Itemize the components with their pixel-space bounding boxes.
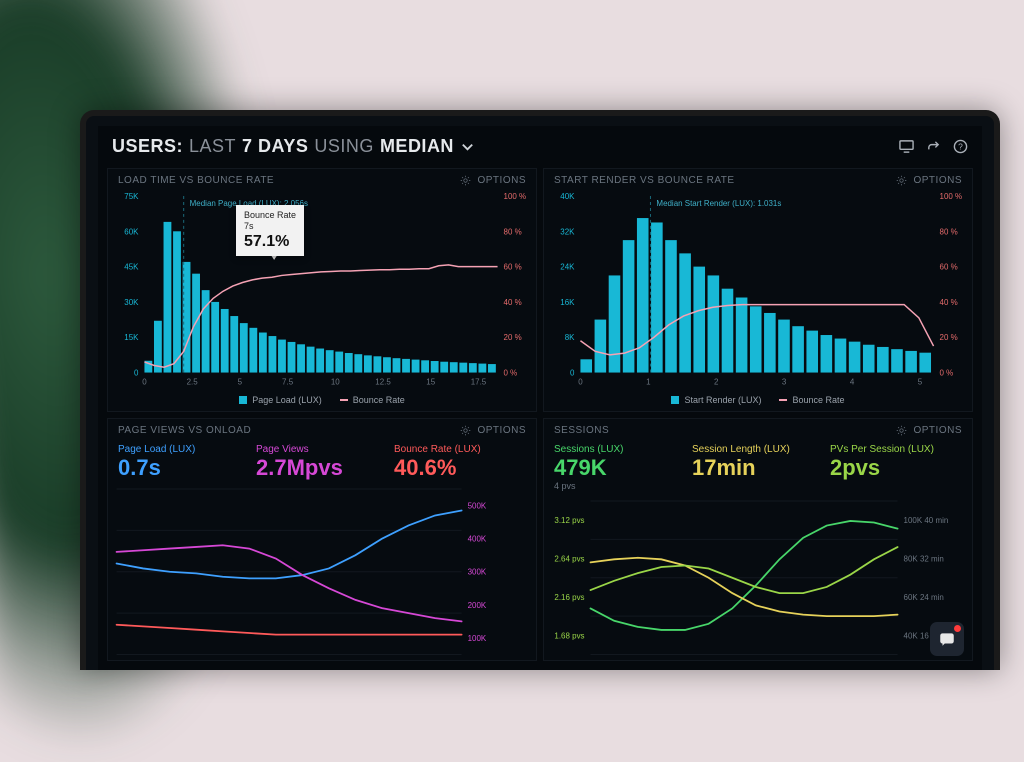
svg-text:400K: 400K <box>468 534 487 543</box>
svg-text:0: 0 <box>134 369 139 378</box>
metric: Sessions (LUX)479K4 pvs <box>554 444 686 491</box>
metric: Session Length (LUX)17min <box>692 444 824 491</box>
svg-text:40K: 40K <box>560 192 575 201</box>
title-prefix: USERS: <box>112 136 183 157</box>
title-word-using: USING <box>314 136 374 157</box>
svg-text:15K: 15K <box>124 333 139 342</box>
svg-text:45K: 45K <box>124 263 139 272</box>
svg-text:40 %: 40 % <box>504 298 522 307</box>
options-button[interactable]: OPTIONS <box>460 425 526 436</box>
chart-legend: Start Render (LUX) Bounce Rate <box>544 391 972 411</box>
svg-text:4: 4 <box>850 378 855 387</box>
svg-text:20 %: 20 % <box>504 333 522 342</box>
svg-text:15: 15 <box>426 378 435 387</box>
svg-text:80K 32 min: 80K 32 min <box>904 554 944 563</box>
svg-text:100 %: 100 % <box>504 192 527 201</box>
legend-item: Bounce Rate <box>340 395 405 405</box>
top-icon-group: ? <box>899 139 968 154</box>
svg-text:8K: 8K <box>565 333 575 342</box>
panel-start-render: START RENDER VS BOUNCE RATE OPTIONS 40K 3… <box>543 168 973 412</box>
svg-text:32K: 32K <box>560 227 575 236</box>
top-bar: USERS: LAST 7 DAYS USING MEDIAN ? <box>98 126 982 165</box>
svg-text:?: ? <box>958 141 963 151</box>
panel-title: PAGE VIEWS VS ONLOAD <box>118 425 251 436</box>
svg-text:60 %: 60 % <box>940 263 958 272</box>
svg-text:0: 0 <box>578 378 583 387</box>
svg-text:300K: 300K <box>468 567 487 576</box>
svg-text:0: 0 <box>570 369 575 378</box>
svg-text:60K: 60K <box>124 227 139 236</box>
svg-text:3: 3 <box>782 378 787 387</box>
svg-text:17.5: 17.5 <box>471 378 487 387</box>
svg-text:30K: 30K <box>124 298 139 307</box>
svg-text:100K 40 min: 100K 40 min <box>904 516 949 525</box>
svg-text:7.5: 7.5 <box>282 378 294 387</box>
help-icon[interactable]: ? <box>953 139 968 154</box>
svg-text:20 %: 20 % <box>940 333 958 342</box>
svg-text:75K: 75K <box>124 192 139 201</box>
svg-text:5: 5 <box>918 378 923 387</box>
panel-title: LOAD TIME VS BOUNCE RATE <box>118 175 274 186</box>
svg-text:2.64 pvs: 2.64 pvs <box>554 554 584 563</box>
svg-text:0 %: 0 % <box>504 369 518 378</box>
svg-text:0: 0 <box>142 378 147 387</box>
svg-text:2.5: 2.5 <box>187 378 199 387</box>
svg-text:1.68 pvs: 1.68 pvs <box>554 631 584 640</box>
svg-text:200K: 200K <box>468 600 487 609</box>
display-icon[interactable] <box>899 139 914 154</box>
svg-text:60K 24 min: 60K 24 min <box>904 592 944 601</box>
svg-text:12.5: 12.5 <box>375 378 391 387</box>
title-range: 7 DAYS <box>242 136 308 157</box>
panel-page-views: PAGE VIEWS VS ONLOAD OPTIONS Page Load (… <box>107 418 537 662</box>
svg-text:5: 5 <box>238 378 243 387</box>
panel-title: START RENDER VS BOUNCE RATE <box>554 175 735 186</box>
share-icon[interactable] <box>926 139 941 154</box>
svg-text:0 %: 0 % <box>940 369 954 378</box>
options-button[interactable]: OPTIONS <box>896 425 962 436</box>
options-button[interactable]: OPTIONS <box>896 175 962 186</box>
svg-text:80 %: 80 % <box>504 227 522 236</box>
svg-text:2.16 pvs: 2.16 pvs <box>554 592 584 601</box>
chevron-down-icon[interactable] <box>460 139 475 154</box>
title-aggregation: MEDIAN <box>380 136 454 157</box>
svg-text:1: 1 <box>646 378 651 387</box>
chart-legend: Page Load (LUX) Bounce Rate <box>108 391 536 411</box>
laptop-frame: USERS: LAST 7 DAYS USING MEDIAN ? <box>80 110 1000 670</box>
svg-text:16K: 16K <box>560 298 575 307</box>
svg-text:Median Start Render (LUX): 1.0: Median Start Render (LUX): 1.031s <box>656 199 781 208</box>
svg-text:80 %: 80 % <box>940 227 958 236</box>
svg-text:500K: 500K <box>468 501 487 510</box>
title-word-last: LAST <box>189 136 236 157</box>
svg-text:100 %: 100 % <box>940 192 963 201</box>
svg-text:Median Page Load (LUX): 2.056s: Median Page Load (LUX): 2.056s <box>190 199 308 208</box>
metric: Page Load (LUX)0.7s <box>118 444 250 479</box>
legend-item: Bounce Rate <box>779 395 844 405</box>
svg-text:10: 10 <box>331 378 340 387</box>
page-title[interactable]: USERS: LAST 7 DAYS USING MEDIAN <box>112 136 475 157</box>
svg-text:60 %: 60 % <box>504 263 522 272</box>
svg-text:2: 2 <box>714 378 719 387</box>
chat-widget[interactable] <box>930 622 964 656</box>
dashboard-screen: USERS: LAST 7 DAYS USING MEDIAN ? <box>98 126 982 670</box>
legend-item: Page Load (LUX) <box>239 395 322 405</box>
svg-text:100K: 100K <box>468 633 487 642</box>
metric: Bounce Rate (LUX)40.6% <box>394 444 526 479</box>
chart-grid: LOAD TIME VS BOUNCE RATE OPTIONS 75K 60K 4… <box>98 165 982 670</box>
panel-load-time: LOAD TIME VS BOUNCE RATE OPTIONS 75K 60K 4… <box>107 168 537 412</box>
metric: PVs Per Session (LUX)2pvs <box>830 444 962 491</box>
metric: Page Views2.7Mpvs <box>256 444 388 479</box>
options-button[interactable]: OPTIONS <box>460 175 526 186</box>
svg-text:3.12 pvs: 3.12 pvs <box>554 516 584 525</box>
panel-sessions: SESSIONS OPTIONS Sessions (LUX)479K4 pvs… <box>543 418 973 662</box>
svg-text:40 %: 40 % <box>940 298 958 307</box>
panel-title: SESSIONS <box>554 425 609 436</box>
svg-text:24K: 24K <box>560 263 575 272</box>
legend-item: Start Render (LUX) <box>671 395 761 405</box>
